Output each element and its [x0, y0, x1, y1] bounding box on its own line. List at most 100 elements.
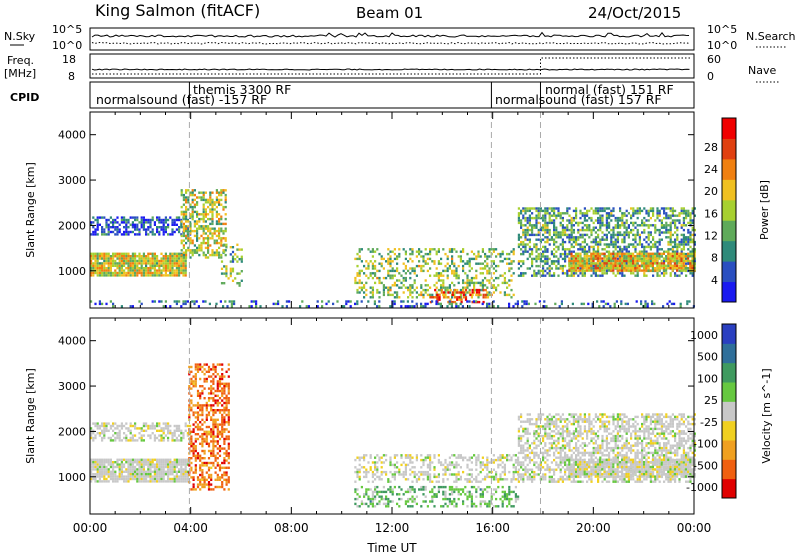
data-cell [186, 473, 189, 476]
data-cell [199, 409, 202, 412]
data-cell [220, 267, 224, 270]
data-cell [101, 468, 104, 471]
data-cell [151, 461, 154, 464]
data-cell [378, 279, 381, 282]
data-cell [223, 385, 226, 388]
data-cell [215, 201, 218, 204]
data-cell [678, 240, 681, 244]
data-cell [590, 255, 593, 258]
data-cell [360, 466, 363, 469]
data-cell [224, 300, 227, 303]
data-cell [158, 233, 161, 236]
data-cell [590, 259, 593, 263]
data-cell [564, 264, 567, 268]
data-cell [201, 478, 204, 481]
data-cell [180, 249, 183, 252]
data-cell [180, 259, 183, 263]
data-cell [169, 264, 172, 267]
data-cell [182, 225, 185, 228]
data-cell [162, 226, 165, 229]
data-cell [559, 236, 562, 239]
data-cell [153, 274, 156, 277]
data-cell [512, 305, 515, 308]
data-cell [224, 237, 227, 240]
data-cell [462, 293, 465, 297]
data-cell [238, 282, 241, 285]
data-cell [114, 274, 117, 277]
data-cell [649, 233, 652, 237]
data-cell [585, 269, 588, 272]
data-cell [577, 238, 580, 241]
data-cell [138, 228, 141, 231]
data-cell [107, 461, 110, 464]
data-cell [457, 281, 460, 285]
data-cell [407, 454, 410, 457]
data-cell [528, 214, 531, 217]
data-cell [455, 305, 458, 308]
data-cell [218, 437, 222, 441]
data-cell [203, 380, 206, 383]
data-cell [678, 252, 681, 255]
data-cell [182, 473, 185, 476]
data-cell [123, 259, 126, 263]
data-cell [221, 368, 224, 371]
data-cell [171, 264, 174, 267]
data-cell [484, 284, 487, 287]
data-cell [98, 262, 101, 265]
data-cell [422, 255, 425, 258]
freq-unit: [MHz] [4, 67, 36, 80]
data-cell [367, 300, 370, 303]
data-cell [458, 298, 461, 301]
data-cell [164, 264, 167, 267]
data-cell [207, 481, 211, 484]
data-cell [643, 257, 646, 260]
data-cell [134, 439, 137, 442]
data-cell [160, 473, 163, 476]
data-cell [382, 257, 385, 261]
data-cell [196, 213, 199, 216]
data-cell [693, 243, 696, 246]
data-cell [365, 274, 368, 277]
data-cell [151, 264, 154, 267]
data-cell [203, 368, 206, 371]
data-cell [101, 465, 104, 469]
data-cell [127, 221, 130, 224]
data-cell [96, 218, 99, 222]
data-cell [212, 423, 215, 426]
data-cell [167, 475, 170, 478]
data-cell [673, 252, 676, 255]
data-cell [120, 439, 123, 442]
data-cell [118, 252, 121, 255]
data-cell [607, 262, 610, 265]
data-cell [193, 249, 196, 252]
data-cell [671, 240, 674, 244]
data-cell [662, 264, 665, 267]
data-cell [114, 269, 117, 272]
data-cell [592, 262, 595, 265]
data-cell [227, 435, 230, 438]
data-cell [570, 243, 573, 246]
data-cell [579, 255, 582, 258]
data-cell [171, 267, 174, 270]
data-cell [120, 257, 123, 260]
data-cell [684, 259, 687, 263]
data-cell [164, 221, 167, 224]
data-cell [173, 439, 176, 442]
data-cell [156, 463, 159, 466]
data-cell [596, 300, 599, 303]
data-cell [669, 272, 672, 275]
data-cell [209, 237, 212, 240]
data-cell [215, 241, 218, 245]
data-cell [577, 267, 580, 270]
data-cell [669, 262, 672, 265]
data-cell [561, 252, 564, 256]
data-cell [539, 209, 542, 213]
data-cell [184, 480, 187, 483]
data-cell [216, 389, 219, 393]
data-cell [539, 207, 542, 210]
data-cell [597, 219, 600, 222]
data-cell [508, 302, 511, 306]
data-cell [371, 264, 374, 268]
data-cell [680, 240, 683, 244]
data-cell [175, 218, 178, 222]
